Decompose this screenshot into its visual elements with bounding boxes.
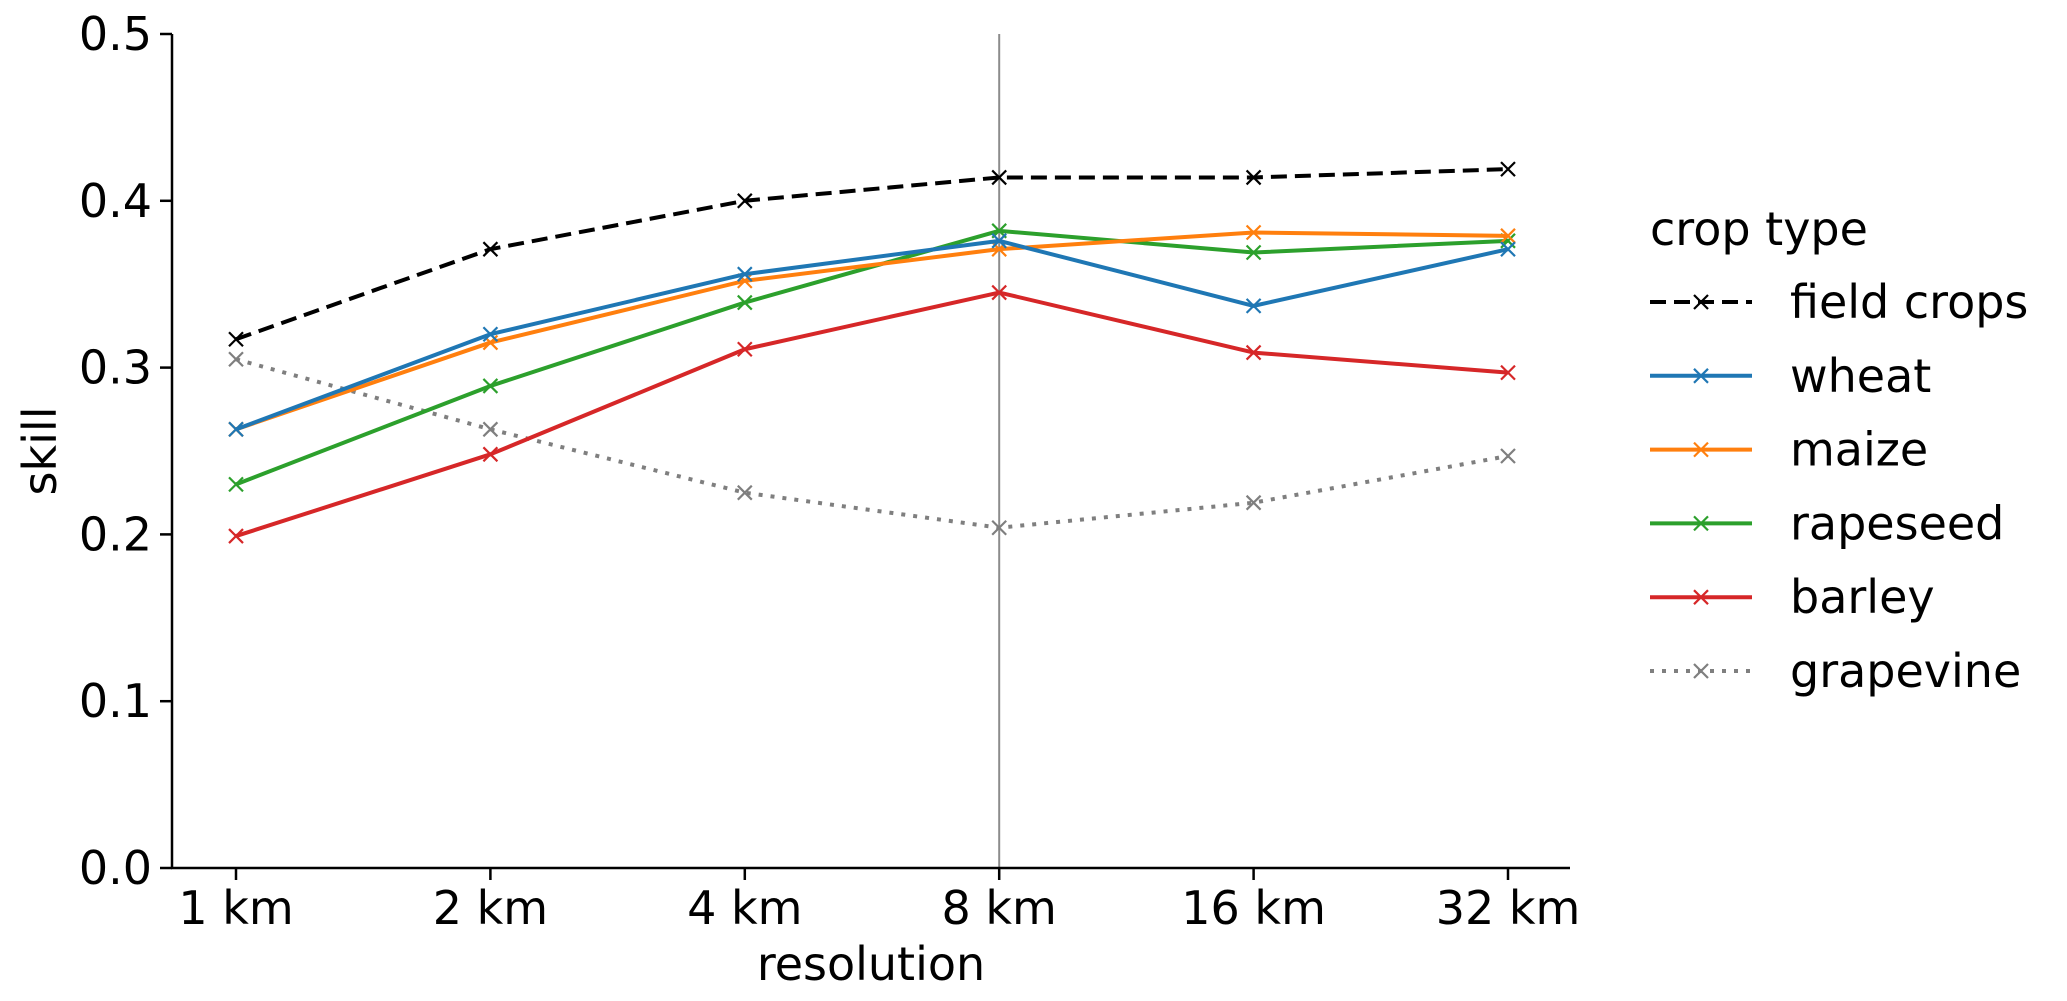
data-point-barley (991, 284, 1007, 301)
x-tick-label: 4 km (687, 881, 802, 935)
data-point-grapevine (1500, 448, 1516, 464)
data-point-field-crops (991, 169, 1007, 186)
data-point-field-crops (228, 331, 244, 348)
data-point-barley (228, 528, 244, 544)
data-point-wheat (991, 233, 1007, 249)
data-point-maize (1500, 228, 1516, 244)
legend-title: crop type (1650, 202, 1868, 256)
legend-label: maize (1790, 423, 1928, 477)
series-wheat (228, 233, 1516, 438)
y-tick-label: 0.2 (79, 507, 152, 561)
data-point-field-crops (482, 241, 499, 257)
x-tick-label: 16 km (1181, 881, 1326, 935)
y-tick-label: 0.3 (79, 341, 152, 395)
legend-label: field crops (1790, 275, 2028, 329)
legend-marker (1693, 294, 1709, 310)
data-point-grapevine (1245, 494, 1262, 511)
series-field-crops (228, 161, 1516, 348)
data-point-field-crops (737, 193, 753, 209)
legend-item-barley: barley (1650, 570, 1935, 624)
y-axis-label: skill (13, 407, 67, 496)
data-point-barley (1500, 364, 1516, 381)
data-point-rapeseed (1245, 244, 1262, 261)
data-point-maize (1245, 224, 1262, 241)
x-axis-label: resolution (757, 937, 985, 991)
legend-marker (1693, 441, 1709, 458)
series-line-grapevine (235, 357, 1509, 530)
x-tick-label: 2 km (433, 881, 548, 935)
legend-item-rapeseed: rapeseed (1650, 496, 2004, 550)
legend-label: grapevine (1790, 644, 2021, 698)
series-barley (228, 284, 1516, 544)
legend-item-wheat: wheat (1650, 349, 1931, 403)
series-line-maize (235, 230, 1509, 432)
series-line-field-crops (235, 167, 1509, 342)
legend-marker (1693, 368, 1709, 384)
legend-marker (1693, 663, 1709, 679)
data-point-rapeseed (228, 476, 244, 493)
legend-item-field-crops: field crops (1650, 275, 2028, 329)
legend-item-maize: maize (1650, 423, 1928, 477)
legend-label: wheat (1790, 349, 1931, 403)
data-point-grapevine (482, 421, 499, 438)
y-tick-label: 0.1 (79, 674, 152, 728)
data-point-barley (737, 341, 753, 358)
data-point-barley (482, 446, 499, 463)
data-point-wheat (228, 421, 244, 438)
data-point-grapevine (228, 351, 244, 368)
y-tick-label: 0.0 (79, 841, 152, 895)
y-tick-label: 0.4 (79, 174, 152, 228)
y-ticks: 0.0 0.1 0.2 0.3 0.4 0.5 (79, 7, 172, 895)
x-ticks: 1 km 2 km 4 km 8 km 16 km 32 km (178, 868, 1580, 935)
axes (170, 34, 1570, 870)
series-grapevine (228, 351, 1516, 536)
x-tick-label: 32 km (1436, 881, 1581, 935)
series-layer (228, 161, 1516, 544)
legend: crop type field crops wheat maize rapeseed b… (1650, 202, 2028, 698)
legend-label: rapeseed (1790, 496, 2004, 550)
y-tick-label: 0.5 (79, 7, 152, 61)
data-point-rapeseed (737, 294, 753, 311)
x-tick-label: 1 km (178, 881, 293, 935)
legend-marker (1693, 515, 1709, 532)
data-point-field-crops (1245, 169, 1262, 186)
data-point-grapevine (737, 484, 753, 501)
legend-label: barley (1790, 570, 1935, 624)
data-point-rapeseed (482, 378, 499, 394)
data-point-field-crops (1500, 161, 1516, 177)
x-tick-label: 8 km (942, 881, 1057, 935)
series-line-barley (235, 290, 1509, 538)
legend-item-grapevine: grapevine (1650, 644, 2021, 698)
series-line-wheat (235, 238, 1509, 432)
data-point-grapevine (991, 519, 1007, 536)
legend-items: field crops wheat maize rapeseed barley grape… (1650, 275, 2028, 698)
data-point-wheat (1245, 298, 1262, 314)
legend-marker (1693, 589, 1709, 605)
data-point-wheat (1500, 241, 1516, 257)
data-point-wheat (737, 266, 753, 282)
data-point-barley (1245, 344, 1262, 361)
data-point-wheat (482, 326, 499, 343)
